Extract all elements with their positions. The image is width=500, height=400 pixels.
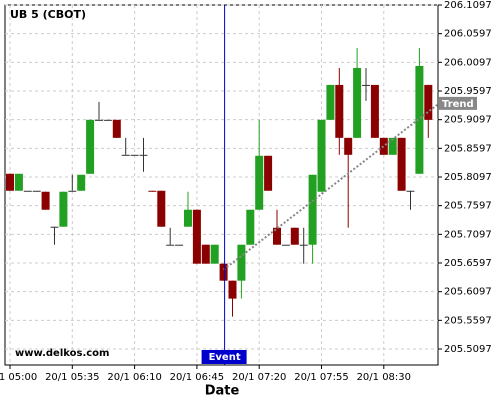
candle-body (201, 244, 210, 264)
candle-body (344, 137, 353, 155)
y-tick-label: 205.6597 (444, 258, 492, 269)
candle-body (353, 67, 362, 138)
candle-body (68, 190, 77, 192)
y-tick-label: 206.1097 (444, 0, 492, 11)
candle-body (415, 65, 424, 174)
y-tick-label: 205.7597 (444, 201, 492, 212)
candle-body (112, 119, 121, 138)
candle-body (210, 244, 219, 264)
candle-body (290, 227, 299, 245)
y-tick-label: 205.5597 (444, 315, 492, 326)
x-tick-label: 20/1 06:10 (107, 372, 161, 383)
candle-body (228, 280, 237, 299)
y-tick-label: 205.9097 (444, 115, 492, 126)
event-label-box (201, 350, 247, 364)
x-axis-label: Date (205, 384, 240, 399)
y-tick-label: 205.8597 (444, 143, 492, 154)
trend-label: Trend (442, 99, 474, 110)
x-tick-label: 20/1 05:35 (45, 372, 99, 383)
candle-body (299, 244, 308, 246)
candle-body (14, 173, 23, 191)
candle-body (41, 191, 50, 210)
y-tick-label: 205.9597 (444, 86, 492, 97)
watermark: www.delkos.com (15, 348, 109, 359)
candle-body (397, 137, 406, 191)
trend-line (222, 104, 438, 271)
candle-body (50, 226, 59, 228)
candle-body (264, 155, 273, 191)
event-label: Event (209, 352, 241, 363)
candle-body (157, 190, 166, 227)
candle-body (86, 119, 95, 174)
candle-body (32, 190, 41, 192)
candle-body (424, 84, 433, 120)
candle-body (23, 190, 32, 192)
y-tick-label: 205.7097 (444, 229, 492, 240)
y-tick-label: 206.0097 (444, 57, 492, 68)
candle-body (273, 227, 281, 245)
candle-body (175, 244, 184, 246)
candle-body (166, 244, 175, 246)
x-tick-label: 20/1 08:30 (357, 372, 411, 383)
candle-body (362, 84, 370, 86)
candle-body (317, 119, 326, 192)
candle-body (246, 209, 255, 245)
candle-body (148, 190, 157, 192)
plot-area (4, 4, 439, 366)
candle-body (95, 119, 103, 121)
x-tick-label: 20/1 05:00 (0, 372, 37, 383)
candle-body (237, 244, 246, 281)
candle-body (77, 174, 86, 191)
candle-body (255, 155, 264, 210)
candle-body (406, 190, 415, 192)
x-tick-label: 20/1 07:20 (232, 372, 286, 383)
candle-body (326, 84, 335, 120)
candle-body (103, 119, 112, 121)
candle-body (308, 174, 317, 245)
candle-body (370, 84, 379, 138)
candle-body (335, 84, 344, 138)
candle-body (121, 154, 130, 156)
candle-body (379, 137, 388, 155)
candle-body (219, 263, 228, 281)
x-tick-label: 20/1 07:55 (294, 372, 348, 383)
candle-body (59, 191, 68, 227)
y-tick-label: 205.5097 (444, 344, 492, 355)
chart-title: UB 5 (CBOT) (10, 8, 86, 21)
x-tick-label: 20/1 06:45 (170, 372, 224, 383)
candle-body (130, 154, 139, 156)
y-tick-label: 205.6097 (444, 287, 492, 298)
candle-body (192, 209, 201, 264)
y-tick-label: 205.8097 (444, 172, 492, 183)
candle-body (388, 137, 397, 155)
trend-label-box (439, 96, 477, 110)
y-tick-label: 206.0597 (444, 29, 492, 40)
candle-body (6, 173, 14, 191)
candle-body (281, 244, 290, 246)
candle-body (139, 154, 148, 156)
candle-body (184, 209, 192, 227)
